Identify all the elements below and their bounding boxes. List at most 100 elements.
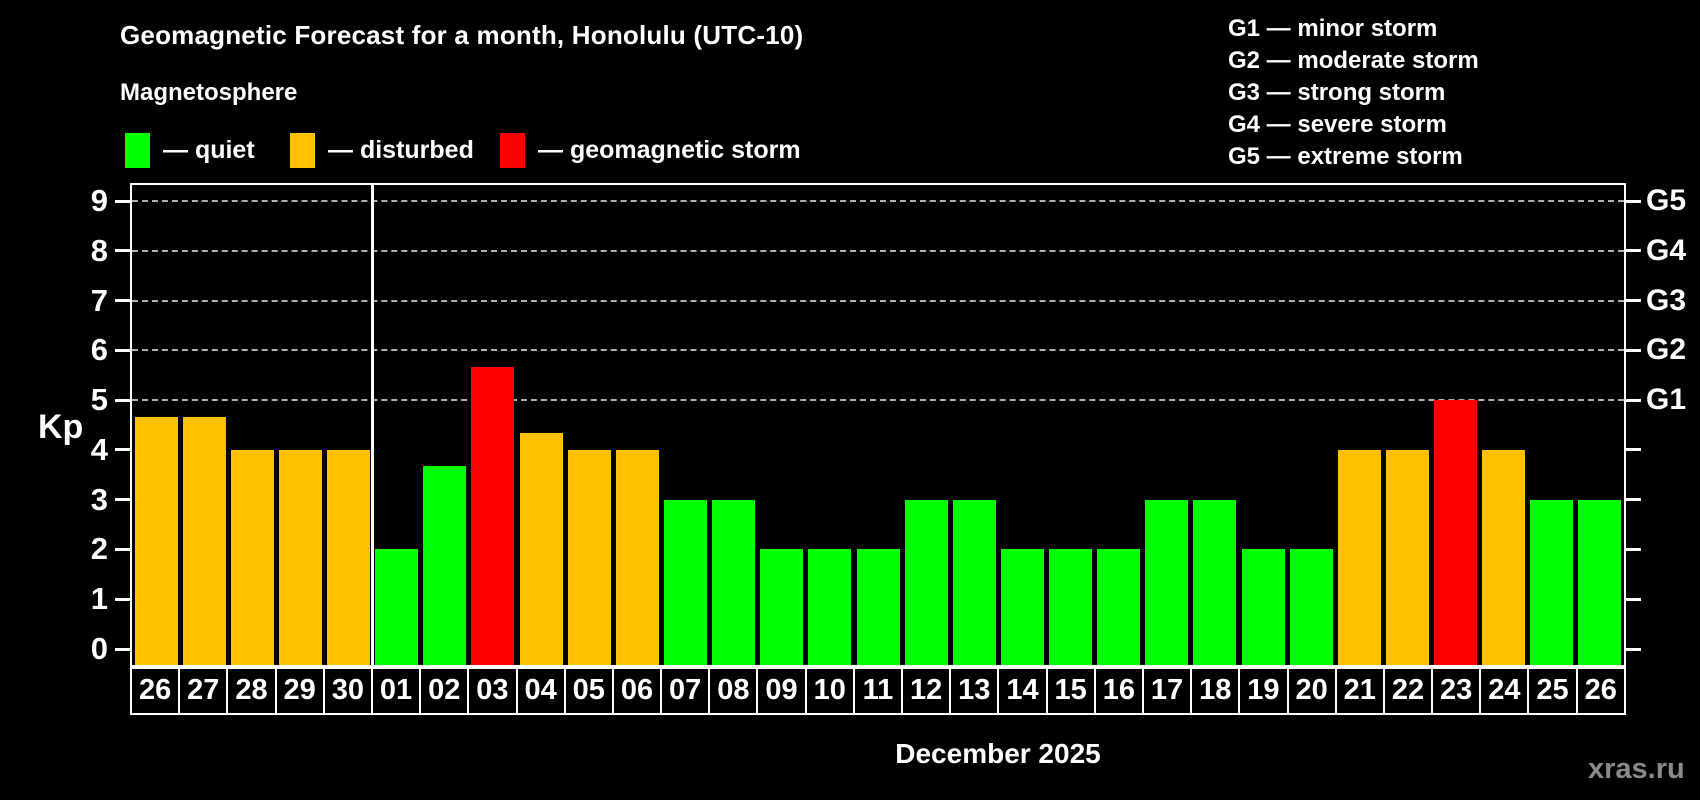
right-axis-label-g1: G1: [1646, 383, 1687, 417]
bar-day-11: [856, 549, 900, 665]
left-tick-kp0: [115, 647, 130, 651]
left-tick-kp4: [115, 448, 130, 452]
day-label-13-dec: 13: [949, 667, 1000, 715]
right-tick-kp0: [1626, 647, 1641, 651]
day-label-07-dec: 07: [660, 667, 711, 715]
bar-day-10: [808, 549, 852, 665]
day-label-26-nov: 26: [130, 667, 181, 715]
day-label-14-dec: 14: [997, 667, 1048, 715]
watermark: xras.ru: [1588, 753, 1685, 785]
right-tick-kp4: [1626, 448, 1641, 452]
right-tick-kp8: [1626, 249, 1641, 253]
right-tick-kp6: [1626, 348, 1641, 352]
y-tick-label-9: 9: [90, 183, 108, 218]
right-tick-kp5: [1626, 398, 1641, 402]
left-tick-kp9: [115, 199, 130, 203]
left-tick-kp7: [115, 299, 130, 303]
quiet-color-swatch: [125, 133, 150, 168]
gridline-kp6: [132, 349, 1624, 352]
day-label-23-dec: 23: [1431, 667, 1482, 715]
chart-subtitle: Magnetosphere: [120, 79, 298, 106]
bar-day-01: [375, 549, 419, 665]
day-label-03-dec: 03: [467, 667, 518, 715]
day-label-28-nov: 28: [226, 667, 277, 715]
bar-day-20: [1289, 549, 1333, 665]
day-label-08-dec: 08: [708, 667, 759, 715]
day-label-25-dec: 25: [1527, 667, 1578, 715]
plot-area: [130, 183, 1626, 667]
y-tick-label-2: 2: [90, 531, 108, 567]
chart-title: Geomagnetic Forecast for a month, Honolu…: [120, 20, 804, 50]
bar-day-04: [519, 433, 563, 665]
day-label-27-nov: 27: [178, 667, 229, 715]
day-label-22-dec: 22: [1382, 667, 1434, 715]
left-tick-kp1: [115, 597, 130, 601]
bar-day-21: [1337, 449, 1381, 665]
day-label-19-dec: 19: [1238, 667, 1289, 715]
right-axis-label-g3: G3: [1646, 283, 1687, 317]
gridline-kp7: [132, 299, 1624, 302]
bar-day-14: [1000, 549, 1044, 665]
bar-day-06: [615, 449, 659, 665]
storm-color-swatch: [500, 133, 525, 168]
day-label-21-dec: 21: [1334, 667, 1385, 715]
day-label-01-dec: 01: [370, 667, 422, 715]
day-label-11-dec: 11: [852, 667, 903, 715]
left-tick-kp5: [115, 398, 130, 402]
bar-day-12: [904, 499, 948, 665]
bar-day-15: [1049, 549, 1093, 665]
disturbed-color-swatch: [290, 133, 315, 168]
y-axis-title: Kp: [38, 408, 84, 446]
g-legend-line-g5: G5 — extreme storm: [1228, 143, 1463, 170]
day-label-09-dec: 09: [756, 667, 807, 715]
day-label-12-dec: 12: [901, 667, 952, 715]
legend-label-disturbed: — disturbed: [328, 136, 474, 164]
day-label-16-dec: 16: [1093, 667, 1144, 715]
bar-day-26: [134, 416, 178, 665]
bar-day-16: [1097, 549, 1141, 665]
bar-day-02: [423, 466, 467, 665]
left-tick-kp8: [115, 249, 130, 253]
y-tick-label-6: 6: [90, 332, 108, 368]
bar-day-24: [1482, 449, 1526, 665]
bar-day-09: [760, 549, 804, 665]
bar-day-25: [1530, 499, 1574, 665]
right-axis-label-g5: G5: [1646, 184, 1687, 217]
gridline-kp8: [132, 249, 1624, 252]
day-label-15-dec: 15: [1045, 667, 1096, 715]
g-legend-line-g1: G1 — minor storm: [1228, 15, 1438, 42]
bar-day-17: [1145, 499, 1189, 665]
y-tick-label-8: 8: [90, 232, 108, 268]
day-label-04-dec: 04: [515, 667, 566, 715]
bar-day-28: [230, 449, 274, 665]
bar-day-18: [1193, 499, 1237, 665]
legend-label-quiet: — quiet: [163, 136, 255, 164]
right-axis-label-g4: G4: [1646, 233, 1687, 267]
bar-day-29: [278, 449, 322, 665]
bar-day-23: [1434, 400, 1478, 665]
day-label-29-nov: 29: [274, 667, 325, 715]
g-legend-line-g4: G4 — severe storm: [1228, 111, 1447, 138]
x-axis-day-labels: 26 27 28 29 30 01 02 03 04 05 06 07 08 09 10 11 12 13 14 15…: [130, 667, 1626, 715]
left-tick-kp6: [115, 348, 130, 352]
right-tick-kp3: [1626, 498, 1641, 502]
y-tick-label-0: 0: [90, 631, 108, 666]
right-axis-label-g2: G2: [1646, 333, 1687, 367]
bar-day-22: [1385, 449, 1429, 665]
right-tick-kp9: [1626, 199, 1641, 203]
right-tick-kp1: [1626, 597, 1641, 601]
bar-day-19: [1241, 549, 1285, 665]
plot-inner: [132, 185, 1624, 665]
g-legend-line-g3: G3 — strong storm: [1228, 79, 1446, 106]
left-tick-kp2: [115, 547, 130, 551]
day-label-30-nov: 30: [322, 667, 373, 715]
y-tick-label-5: 5: [90, 382, 108, 418]
day-label-02-dec: 02: [419, 667, 470, 715]
gridline-kp9: [132, 200, 1624, 202]
bar-day-03: [471, 366, 515, 665]
day-label-10-dec: 10: [804, 667, 855, 715]
month-separator-line: [371, 185, 375, 665]
bar-day-05: [567, 449, 611, 665]
day-label-06-dec: 06: [611, 667, 663, 715]
